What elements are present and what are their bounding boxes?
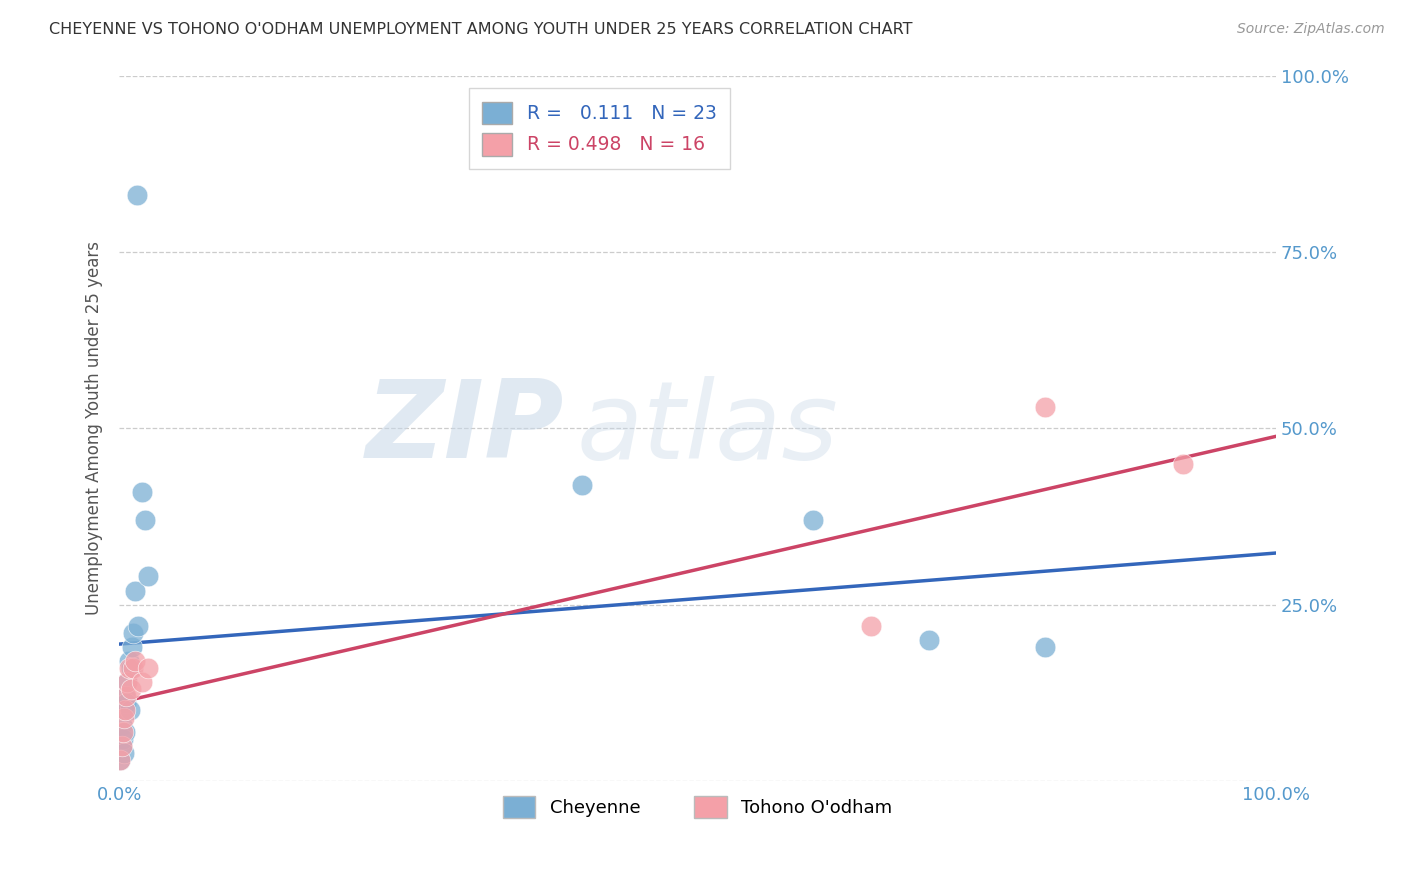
Point [124,583,146,598]
Point [117,675,139,690]
Point [114,724,136,739]
Point [571,477,593,491]
Point [115,697,138,711]
Y-axis label: Unemployment Among Youth under 25 years: Unemployment Among Youth under 25 years [86,241,103,615]
Point [120,661,142,675]
Point [110,739,132,753]
Point [122,661,145,675]
Point [122,625,145,640]
Point [117,675,139,690]
Text: Source: ZipAtlas.com: Source: ZipAtlas.com [1237,22,1385,37]
Point [127,619,149,633]
Point [121,640,143,654]
Text: atlas: atlas [576,376,838,481]
Point [114,690,136,704]
Point [136,661,159,675]
Point [860,619,883,633]
Point [124,654,146,668]
Point [112,710,135,724]
Point [110,717,132,731]
Point [117,654,139,668]
Point [136,569,159,583]
Point [117,661,139,675]
Text: CHEYENNE VS TOHONO O'ODHAM UNEMPLOYMENT AMONG YOUTH UNDER 25 YEARS CORRELATION C: CHEYENNE VS TOHONO O'ODHAM UNEMPLOYMENT … [49,22,912,37]
Point [1173,457,1195,471]
Point [110,753,132,767]
Point [1033,640,1056,654]
Point [112,746,135,760]
Point [111,731,134,746]
Point [111,724,134,739]
Point [120,682,142,697]
Point [801,513,824,527]
Legend: Cheyenne, Tohono O'odham: Cheyenne, Tohono O'odham [495,789,900,825]
Point [110,753,132,767]
Point [111,703,134,717]
Point [131,675,153,690]
Point [1033,400,1056,414]
Point [114,703,136,717]
Point [118,703,141,717]
Point [115,690,138,704]
Text: ZIP: ZIP [366,376,565,482]
Point [918,632,941,647]
Point [125,188,148,202]
Point [131,484,153,499]
Point [134,513,156,527]
Point [110,739,132,753]
